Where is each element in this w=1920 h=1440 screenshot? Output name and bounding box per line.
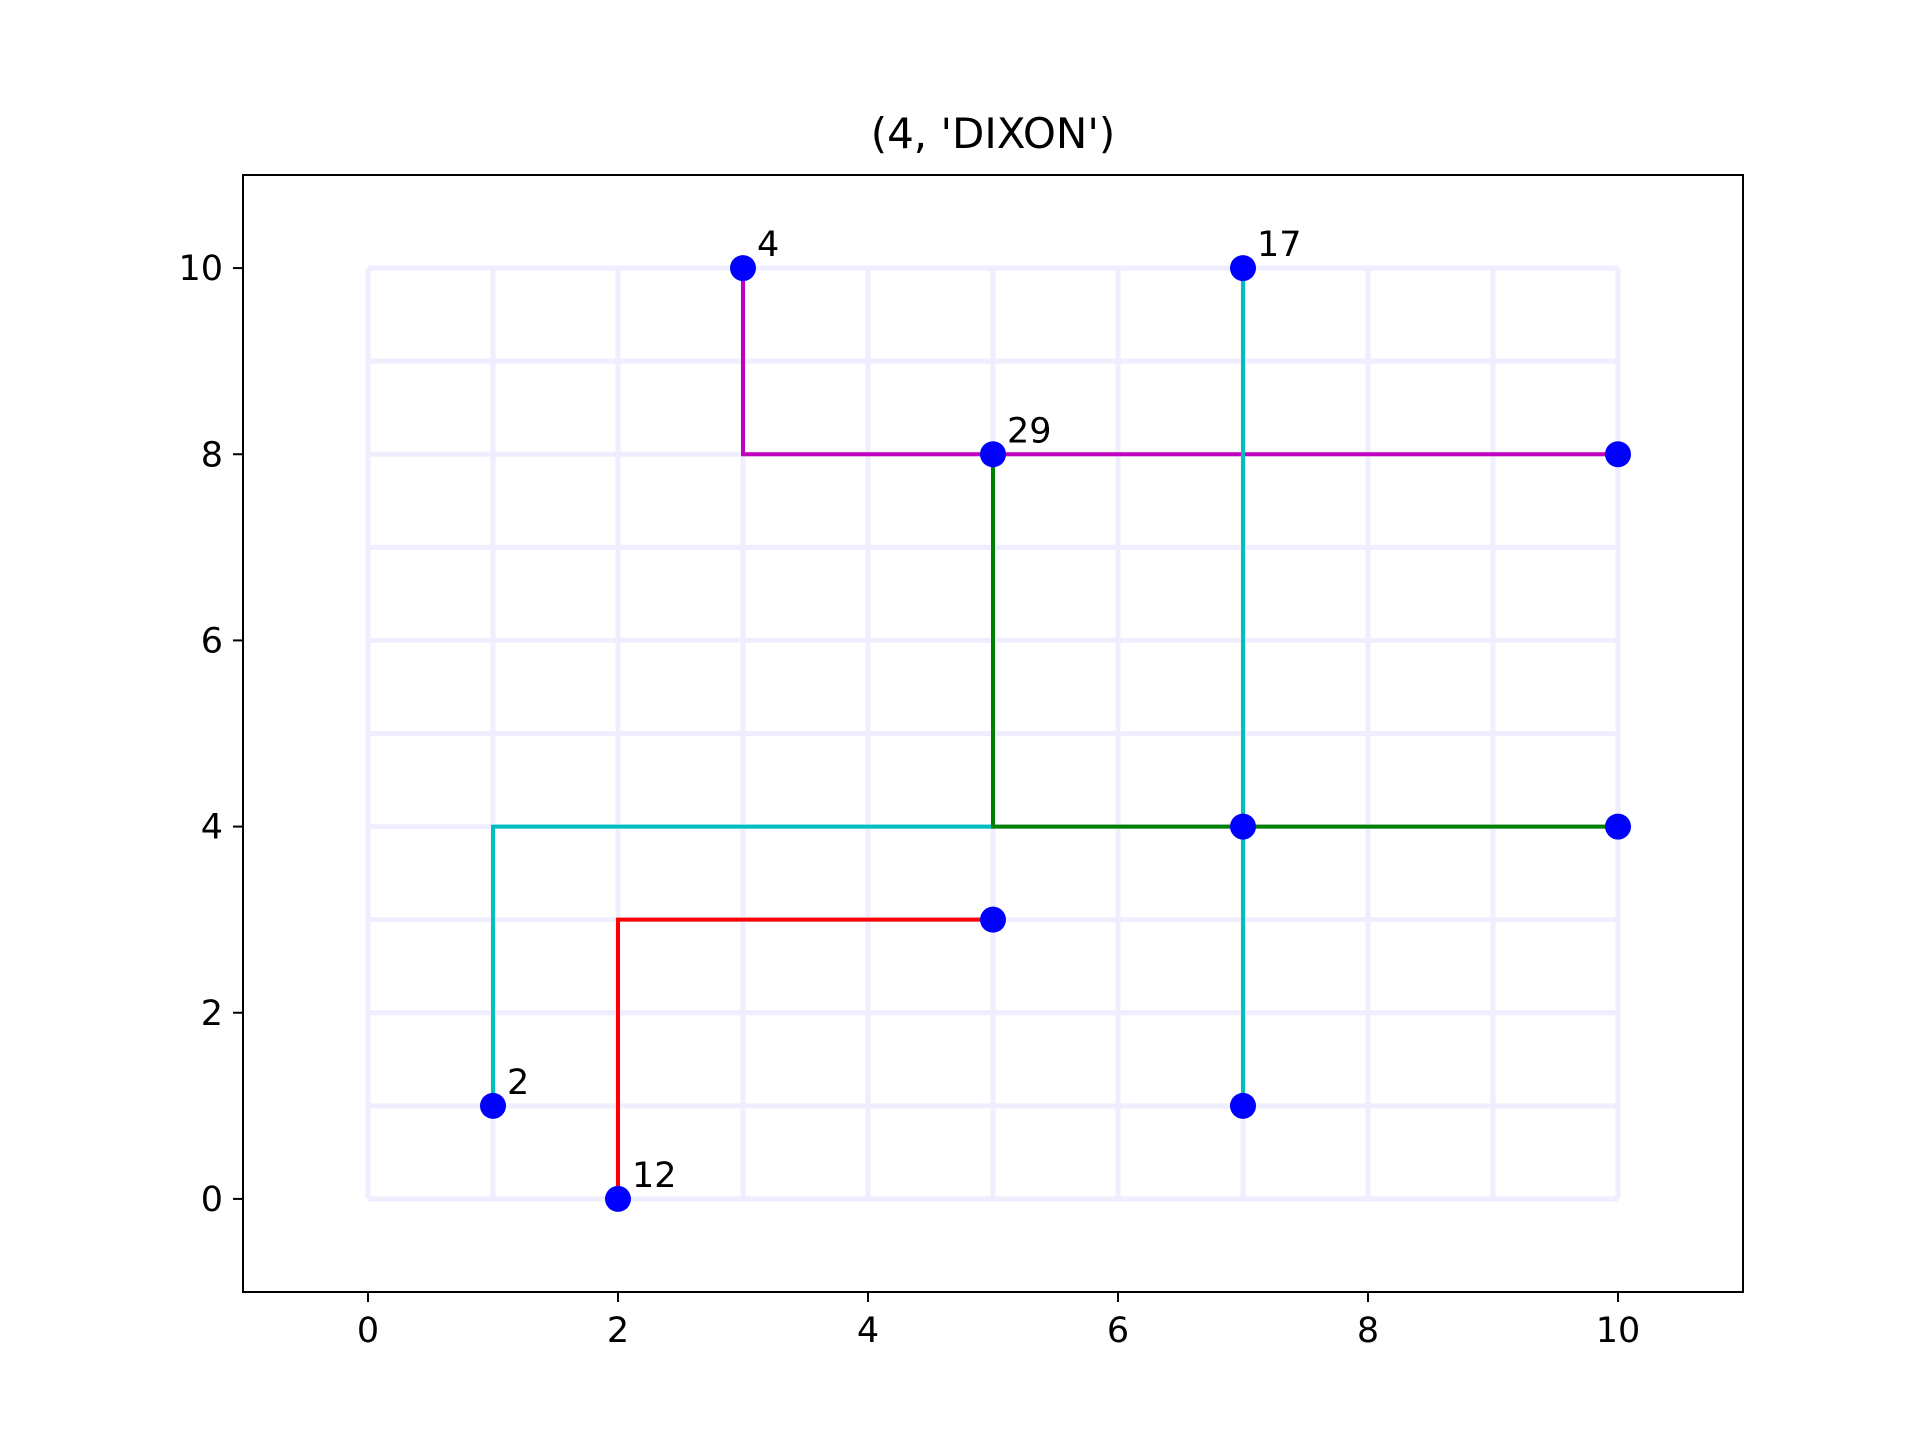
x-axis: 0 2 4 6 8 10 — [357, 1292, 1640, 1351]
y-tick-label: 6 — [201, 621, 223, 661]
series-red-path — [616, 917, 995, 1201]
point-label: 12 — [632, 1156, 677, 1196]
series-lines — [491, 266, 1620, 1201]
x-tick-label: 6 — [1107, 1311, 1129, 1351]
y-axis: 0 2 4 6 8 10 — [178, 249, 243, 1220]
data-point — [1230, 255, 1256, 282]
data-point — [1605, 813, 1631, 840]
data-point — [1230, 813, 1256, 840]
data-point — [1605, 441, 1631, 468]
data-point — [605, 1185, 631, 1212]
y-tick-label: 2 — [201, 994, 223, 1034]
series-green-path — [991, 452, 1620, 829]
data-point — [730, 255, 756, 282]
point-label: 4 — [757, 225, 779, 265]
y-tick-label: 4 — [201, 808, 223, 848]
chart-title: (4, 'DIXON') — [871, 109, 1116, 158]
y-tick-label: 0 — [201, 1180, 223, 1220]
x-tick-label: 2 — [607, 1311, 629, 1351]
point-labels: 4 17 29 2 12 — [507, 225, 1302, 1196]
point-label: 17 — [1257, 225, 1302, 265]
data-point — [480, 1092, 506, 1119]
x-tick-label: 0 — [357, 1311, 379, 1351]
x-tick-label: 4 — [857, 1311, 879, 1351]
y-tick-label: 10 — [178, 249, 223, 289]
x-tick-label: 10 — [1596, 1311, 1641, 1351]
point-label: 29 — [1007, 411, 1052, 451]
plot-frame — [242, 174, 1744, 1293]
series-magenta-path — [741, 266, 1620, 457]
x-tick-label: 8 — [1357, 1311, 1379, 1351]
series-cyan-path-left — [491, 824, 995, 1108]
data-point — [980, 906, 1006, 933]
y-tick-label: 8 — [201, 435, 223, 475]
data-point — [980, 441, 1006, 468]
point-label: 2 — [507, 1063, 529, 1103]
data-points — [480, 255, 1631, 1212]
data-point — [1230, 1092, 1256, 1119]
